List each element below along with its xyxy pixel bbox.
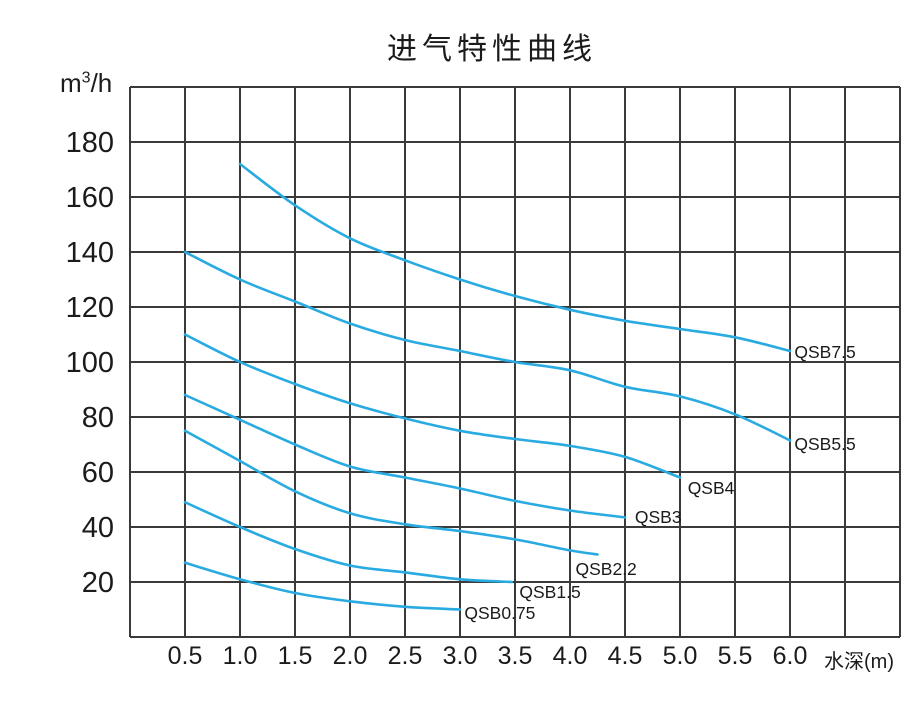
x-tick-label: 2.0	[333, 642, 368, 670]
curve-label-QSB5.5: QSB5.5	[794, 434, 855, 454]
chart-title: 进气特性曲线	[387, 32, 597, 67]
y-tick-label: 20	[82, 567, 114, 599]
curve-QSB1.5	[183, 500, 513, 584]
y-tick-label: 40	[82, 512, 114, 544]
curve-QSB7.5	[238, 162, 792, 353]
y-unit-exponent: 3	[81, 69, 91, 87]
y-tick-label: 100	[66, 347, 114, 379]
curve-QSB2.2	[183, 429, 599, 556]
x-tick-label: 3.5	[498, 642, 533, 670]
curve-label-QSB0.75: QSB0.75	[464, 603, 535, 623]
y-tick-label: 60	[82, 457, 114, 489]
x-tick-label: 1.5	[278, 642, 313, 670]
y-tick-label: 180	[66, 127, 114, 159]
y-axis-tick-labels: 20 40 60 80 100 120 140 160 180	[66, 127, 114, 599]
y-tick-label: 120	[66, 292, 114, 324]
x-tick-label: 5.0	[663, 642, 698, 670]
x-tick-label: 2.5	[388, 642, 423, 670]
x-tick-label: 4.0	[553, 642, 588, 670]
y-unit-denominator: /h	[90, 68, 113, 98]
curve-QSB4	[183, 333, 682, 479]
x-tick-label: 6.0	[773, 642, 808, 670]
y-tick-label: 160	[66, 182, 114, 214]
grid-lines	[129, 86, 901, 638]
x-axis-tick-labels: 0.5 1.0 1.5 2.0 2.5 3.0 3.5 4.0 4.5 5.0 5.5 6.0	[168, 642, 808, 670]
curve-label-QSB2.2: QSB2.2	[576, 559, 637, 579]
curve-QSB3	[183, 393, 627, 519]
x-tick-label: 1.0	[223, 642, 258, 670]
y-unit-base: m	[60, 68, 82, 98]
curve-label-QSB7.5: QSB7.5	[794, 342, 855, 362]
x-tick-label: 0.5	[168, 642, 203, 670]
curve-label-QSB1.5: QSB1.5	[519, 582, 580, 602]
x-tick-label: 5.5	[718, 642, 753, 670]
curves	[183, 162, 792, 611]
y-tick-label: 80	[82, 402, 114, 434]
x-axis-unit-label: 水深(m)	[824, 651, 894, 673]
curve-label-QSB3: QSB3	[635, 507, 682, 527]
x-tick-label: 3.0	[443, 642, 478, 670]
curve-QSB0.75	[183, 561, 462, 611]
curve-QSB5.5	[183, 250, 792, 442]
curve-label-QSB4: QSB4	[688, 478, 735, 498]
y-axis-unit-label: m3/h	[60, 68, 112, 99]
x-tick-label: 4.5	[608, 642, 643, 670]
y-tick-label: 140	[66, 237, 114, 269]
